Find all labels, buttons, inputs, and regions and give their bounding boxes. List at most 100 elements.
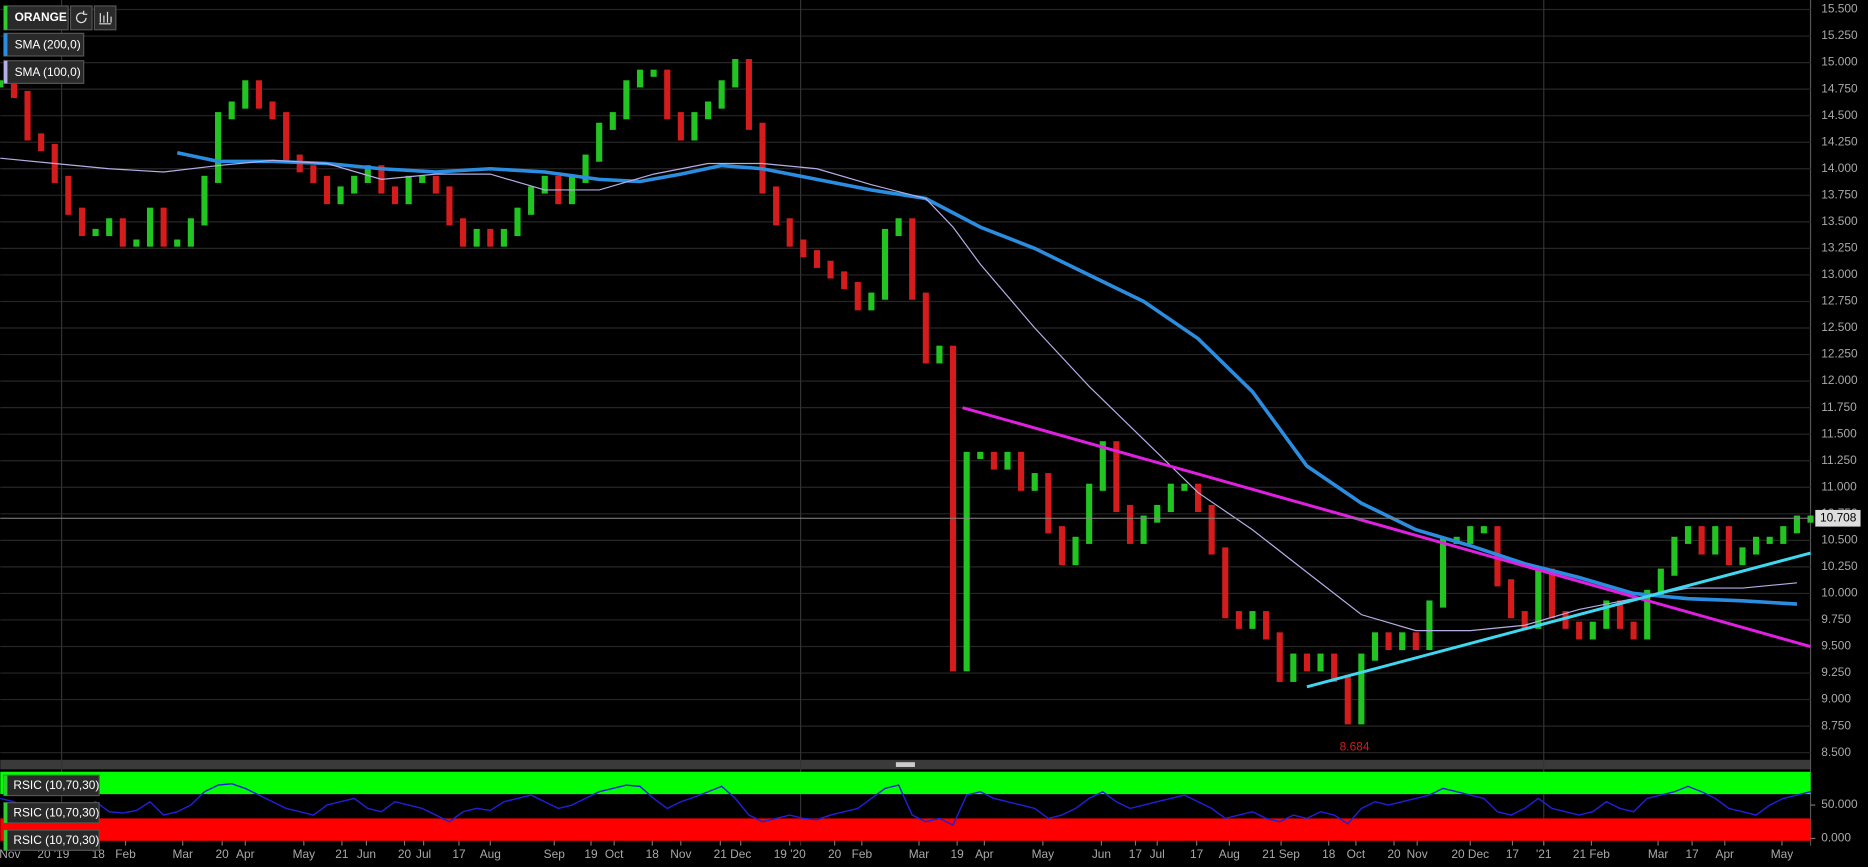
candle	[1099, 441, 1106, 491]
candle	[1031, 473, 1038, 491]
candle	[1358, 653, 1365, 725]
candle	[1086, 483, 1093, 544]
y-tick-label: 9.750	[1821, 612, 1851, 626]
x-tick-label: 21	[714, 847, 728, 861]
candle	[1113, 441, 1120, 513]
candle	[337, 186, 344, 205]
y-tick-label: 12.250	[1821, 347, 1858, 361]
y-tick-label: 9.500	[1821, 639, 1851, 653]
candle	[909, 218, 916, 300]
candle	[24, 90, 31, 141]
plot: 10.708 8.684	[0, 59, 1861, 827]
candle	[146, 207, 154, 247]
candle	[1439, 536, 1447, 608]
candle	[1576, 621, 1583, 640]
candle	[1004, 451, 1011, 470]
x-tick-label: 17	[1685, 847, 1699, 861]
divider-handle[interactable]	[895, 762, 915, 767]
candle	[78, 207, 86, 237]
candle	[1181, 483, 1188, 491]
candle	[1739, 547, 1746, 566]
candle	[1371, 632, 1379, 661]
candle	[922, 292, 929, 364]
candle	[1331, 653, 1338, 682]
x-tick-label: Sep	[544, 847, 566, 861]
candle	[1535, 568, 1542, 629]
candle	[1126, 504, 1134, 544]
sma-line	[0, 157, 1798, 632]
candle	[1290, 653, 1297, 682]
candle	[405, 175, 412, 205]
chart-type-button[interactable]	[93, 5, 117, 31]
y-tick-label: 12.500	[1821, 320, 1858, 334]
indicator-label: RSIC (10,70,30)	[13, 833, 99, 847]
x-tick-label: '21	[1536, 847, 1552, 861]
candle	[1385, 632, 1392, 651]
candle	[473, 228, 480, 247]
y-tick-label: 11.250	[1821, 453, 1857, 467]
x-tick-label: May	[1771, 847, 1794, 861]
x-tick-label: 17	[1190, 847, 1204, 861]
candle	[1045, 473, 1052, 534]
candle	[38, 133, 45, 152]
candle	[868, 292, 875, 311]
candle	[228, 101, 235, 120]
x-tick-label: Nov	[670, 847, 691, 861]
x-tick-label: Oct	[605, 847, 624, 861]
candle	[1603, 600, 1610, 629]
candle	[1630, 621, 1637, 640]
candle	[636, 69, 644, 88]
x-tick-label: Aug	[480, 847, 501, 861]
candle	[732, 59, 739, 88]
candle	[1167, 483, 1174, 513]
candle	[609, 112, 616, 130]
y-tick-label: 8.500	[1821, 745, 1851, 759]
y-tick-label: 14.000	[1821, 161, 1858, 175]
candle	[1263, 611, 1270, 640]
x-tick-label: Apr	[236, 847, 255, 861]
candle	[895, 218, 902, 237]
candle	[1140, 515, 1147, 544]
candle	[677, 112, 684, 141]
candle	[160, 207, 167, 247]
candle	[623, 80, 630, 120]
candle	[1058, 526, 1066, 566]
legend-swatch	[3, 60, 8, 84]
candle	[1766, 536, 1773, 544]
candle	[187, 218, 194, 247]
x-tick-label: Jun	[1092, 847, 1111, 861]
y-tick-label: 15.000	[1821, 55, 1858, 69]
x-tick-label: 20 Dec	[1451, 847, 1489, 861]
candle	[1344, 674, 1351, 725]
candle	[650, 69, 657, 77]
candle	[1399, 632, 1406, 651]
candle	[1521, 611, 1528, 629]
candle	[283, 112, 290, 162]
candle	[936, 345, 943, 364]
low-label: 8.684	[1340, 740, 1370, 754]
candle	[364, 165, 371, 183]
indicator-label: RSIC (10,70,30)	[13, 778, 99, 792]
candle	[1303, 653, 1310, 672]
candle	[500, 228, 507, 247]
candle	[1725, 526, 1732, 566]
candle	[1194, 483, 1202, 513]
candle	[1671, 536, 1678, 576]
candle	[106, 218, 113, 237]
candle	[773, 186, 780, 226]
x-tick-label: 17	[1129, 847, 1143, 861]
candle	[1208, 504, 1215, 555]
y-tick-label: 13.000	[1821, 267, 1858, 281]
indicator-swatch	[3, 830, 8, 851]
x-tick-label: 21	[335, 847, 349, 861]
refresh-button[interactable]	[69, 5, 93, 31]
rsi-band	[0, 818, 1811, 841]
candle	[1222, 547, 1229, 619]
candle	[255, 80, 262, 109]
y-tick-label: 0.000	[1821, 831, 1851, 845]
candle	[1753, 536, 1760, 555]
candle	[1072, 536, 1079, 566]
candle	[582, 154, 589, 183]
legend-label: SMA (200,0)	[15, 37, 81, 51]
candle	[1562, 611, 1569, 629]
